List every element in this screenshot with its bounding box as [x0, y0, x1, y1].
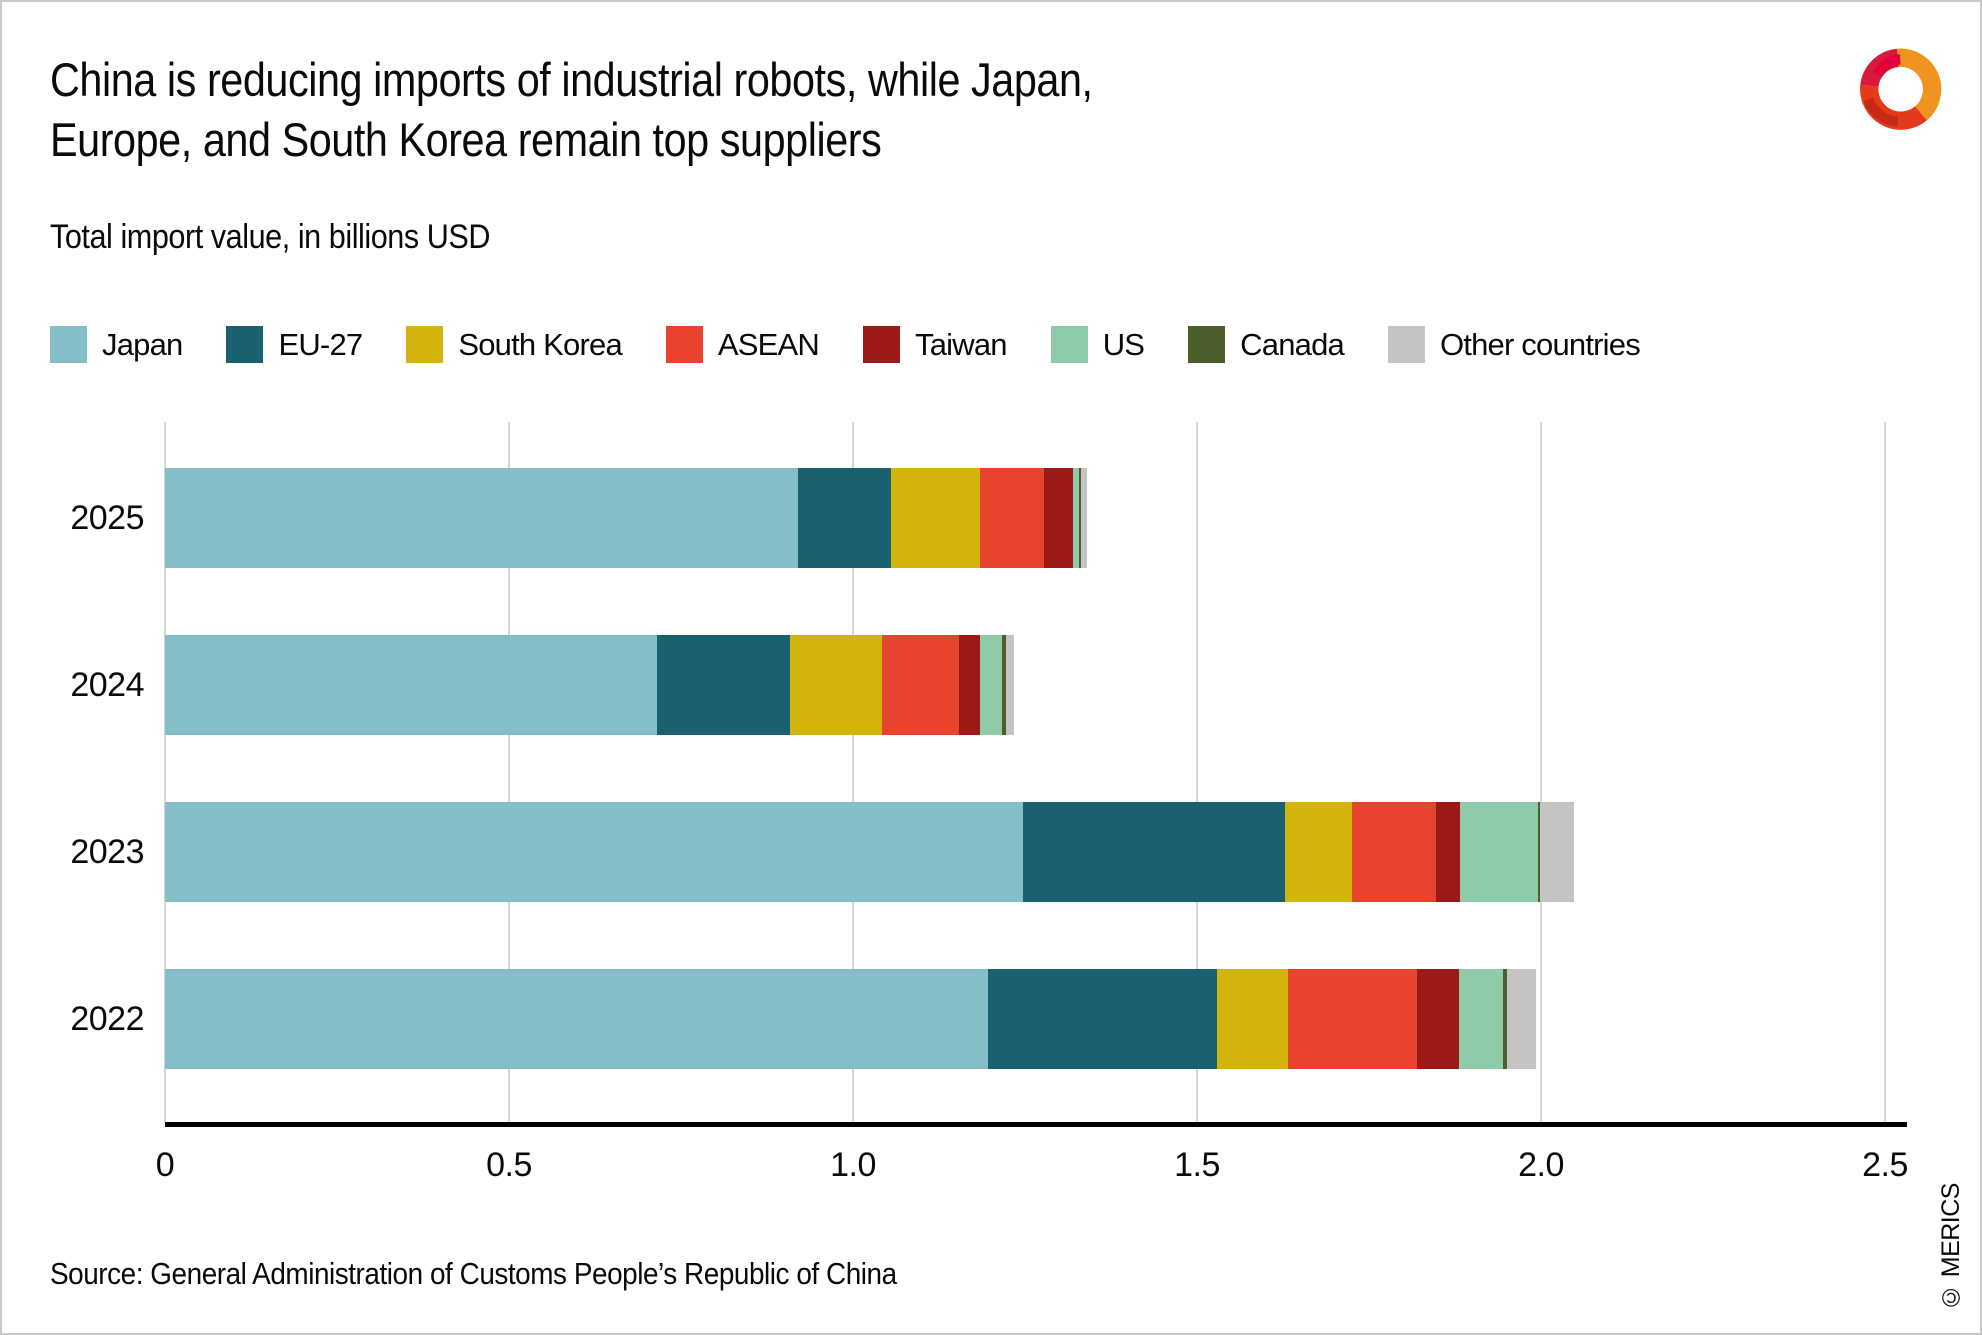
bar-segment-asean — [1287, 969, 1418, 1069]
merics-logo-icon — [1860, 48, 1942, 130]
gridline — [1883, 422, 1886, 1122]
bar-segment-us — [980, 635, 1003, 735]
legend-label: ASEAN — [717, 326, 820, 362]
legend-swatch-icon — [406, 326, 444, 363]
legend-swatch-icon — [1050, 326, 1088, 363]
bar-segment-eu-27 — [797, 468, 891, 568]
bar-segment-asean — [980, 468, 1044, 568]
legend-label: Taiwan — [915, 326, 1008, 362]
bar-segment-asean — [1351, 802, 1436, 902]
bar-segment-taiwan — [1417, 969, 1460, 1069]
legend-swatch-icon — [50, 326, 87, 363]
year-label-2023: 2023 — [70, 833, 144, 871]
source-note: Source: General Administration of Custom… — [50, 1256, 897, 1291]
bar-segment-south-korea — [789, 635, 882, 735]
x-axis-ticks: 0 0.5 1.0 1.5 2.0 2.5 — [156, 1146, 1909, 1196]
legend-swatch-icon — [863, 326, 900, 363]
bar-segment-south-korea — [890, 468, 981, 568]
x-tick-label: 1.5 — [1174, 1146, 1220, 1184]
x-tick-label: 2.5 — [1862, 1146, 1908, 1184]
legend-label: Other countries — [1439, 326, 1641, 362]
bar-segment-canada — [1537, 802, 1541, 902]
legend-label: Japan — [102, 326, 183, 362]
chart-subtitle: Total import value, in billions USD — [50, 218, 491, 256]
plot-area — [164, 422, 1907, 1122]
copyright-note: © MERICS — [1937, 1182, 1965, 1311]
bar-segment-us — [1459, 969, 1504, 1069]
legend-swatch-icon — [226, 326, 264, 363]
legend-label: EU-27 — [278, 326, 363, 362]
year-label-2024: 2024 — [70, 666, 144, 704]
bar-segment-taiwan — [1435, 802, 1461, 902]
legend-item: EU-27 — [226, 326, 363, 363]
bar-segment-south-korea — [1285, 802, 1352, 902]
bar-segment-japan — [165, 635, 657, 735]
bar-segment-south-korea — [1216, 969, 1288, 1069]
bar-segment-canada — [1002, 635, 1007, 735]
bar-segment-other-countries — [1507, 969, 1537, 1069]
page-title: China is reducing imports of industrial … — [50, 50, 1093, 170]
bar-row-2024 — [165, 635, 1907, 735]
x-axis-line — [165, 1122, 1907, 1127]
year-label-2025: 2025 — [70, 499, 144, 537]
bar-segment-canada — [1079, 468, 1082, 568]
bar-row-2023 — [165, 802, 1907, 902]
gridline — [507, 422, 510, 1122]
bar-segment-other-countries — [1540, 802, 1574, 902]
legend-item: Taiwan — [863, 326, 1008, 363]
year-label-2022: 2022 — [70, 1000, 144, 1038]
legend-item: ASEAN — [665, 326, 820, 363]
legend-label: Canada — [1240, 326, 1345, 362]
title-line-1: China is reducing imports of industrial … — [50, 53, 1093, 106]
legend-item: Other countries — [1387, 326, 1641, 363]
x-tick-label: 0 — [155, 1146, 175, 1184]
bar-segment-other-countries — [1081, 468, 1087, 568]
x-tick-label: 2.0 — [1518, 1146, 1564, 1184]
gridline — [164, 422, 166, 1122]
bar-row-2025 — [165, 468, 1907, 568]
legend-swatch-icon — [1387, 326, 1425, 363]
legend-item: South Korea — [406, 326, 623, 363]
bar-segment-taiwan — [958, 635, 981, 735]
bar-segment-japan — [165, 468, 798, 568]
legend-label: South Korea — [458, 326, 622, 362]
legend-item: Japan — [50, 326, 183, 363]
legend-item: US — [1050, 326, 1145, 363]
bar-row-2022 — [165, 969, 1907, 1069]
bar-segment-asean — [881, 635, 959, 735]
legend-swatch-icon — [1188, 326, 1226, 363]
bar-segment-us — [1460, 802, 1538, 902]
legend-label: US — [1102, 326, 1145, 362]
bar-segment-canada — [1503, 969, 1508, 1069]
chart-legend: Japan EU-27 South Korea ASEAN Taiwan US Canada… — [50, 326, 1641, 363]
title-line-2: Europe, and South Korea remain top suppl… — [50, 113, 882, 167]
gridline — [851, 422, 854, 1122]
bar-segment-us — [1073, 468, 1080, 568]
gridline — [1539, 422, 1542, 1122]
bar-segment-eu-27 — [656, 635, 790, 735]
bar-segment-eu-27 — [987, 969, 1217, 1069]
bar-segment-other-countries — [1006, 635, 1014, 735]
x-tick-label: 1.0 — [830, 1146, 876, 1184]
legend-swatch-icon — [665, 326, 703, 363]
bar-segment-taiwan — [1043, 468, 1074, 568]
gridline — [1195, 422, 1198, 1122]
bar-segment-japan — [165, 802, 1023, 902]
x-tick-label: 0.5 — [486, 1146, 532, 1184]
bar-segment-eu-27 — [1022, 802, 1286, 902]
bar-segment-japan — [165, 969, 988, 1069]
legend-item: Canada — [1188, 326, 1345, 363]
